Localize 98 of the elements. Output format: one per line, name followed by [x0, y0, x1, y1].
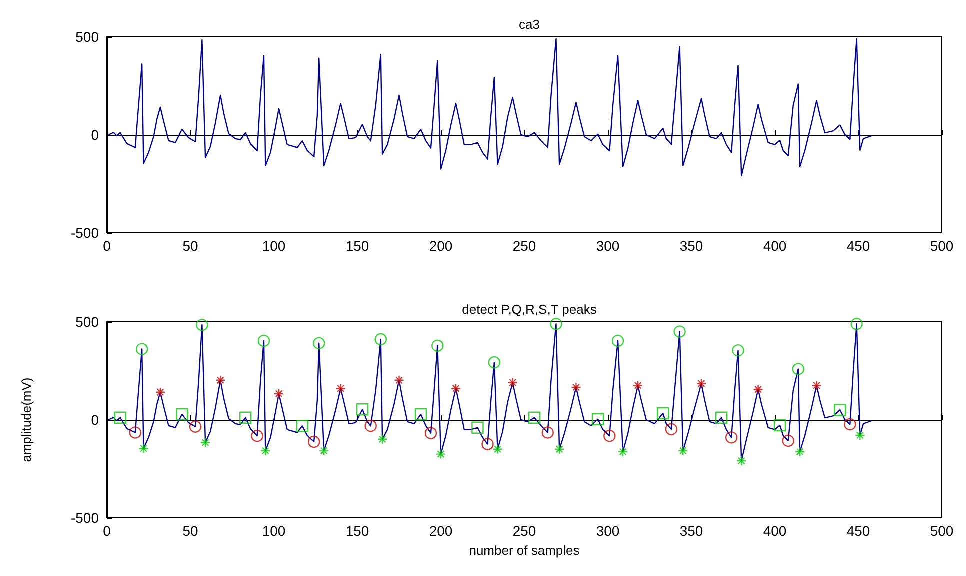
point [176, 408, 188, 421]
point [377, 434, 388, 445]
point [508, 378, 518, 388]
point [732, 344, 744, 357]
point [782, 434, 794, 448]
x-tick-label: 250 [512, 523, 536, 539]
y-tick-label: 0 [91, 127, 100, 143]
point [240, 412, 252, 424]
x-tick-label: 0 [103, 238, 112, 254]
point [696, 378, 707, 389]
x-tick-label: 300 [596, 523, 620, 539]
x-tick-label: 100 [262, 523, 286, 539]
point [736, 456, 747, 466]
point [550, 318, 562, 330]
point [844, 418, 856, 431]
y-tick-label: 0 [91, 412, 100, 428]
x-tick-label: 150 [346, 238, 370, 254]
point [189, 420, 202, 433]
point [528, 412, 541, 424]
y-tick-label: -500 [70, 225, 100, 241]
point [812, 380, 822, 391]
x-tick-label: 500 [930, 238, 954, 254]
point [725, 432, 738, 444]
point [794, 446, 806, 458]
x-tick-label: 400 [763, 238, 787, 254]
point [138, 444, 149, 454]
x-tick-label: 250 [512, 238, 536, 254]
chart-title: detect P,Q,R,S,T peaks [462, 302, 598, 317]
point [136, 343, 148, 356]
point [356, 404, 369, 416]
point [850, 318, 863, 330]
x-tick-label: 350 [680, 238, 704, 254]
point [492, 444, 503, 454]
chart-title: ca3 [519, 17, 540, 32]
point [571, 382, 582, 393]
line-series [108, 38, 872, 177]
point [432, 340, 444, 352]
x-tick-label: 200 [429, 238, 453, 254]
x-tick-label: 500 [930, 523, 954, 539]
x-tick-label: 100 [262, 238, 286, 254]
x-tick-label: 350 [680, 523, 704, 539]
point [618, 446, 628, 458]
point [450, 384, 462, 394]
point [336, 384, 346, 394]
x-tick-label: 450 [846, 238, 870, 254]
point [274, 388, 284, 400]
point [414, 408, 428, 421]
point [436, 449, 446, 460]
point [488, 356, 501, 369]
point [592, 413, 604, 426]
point [258, 334, 270, 348]
y-axis-title: amplitude(mV) [19, 378, 34, 462]
point [834, 404, 846, 416]
point [542, 426, 554, 439]
point [394, 375, 404, 386]
point [482, 438, 494, 450]
x-tick-label: 150 [346, 523, 370, 539]
point [472, 422, 484, 434]
point [715, 412, 728, 424]
point [308, 436, 320, 448]
point [251, 430, 264, 442]
point [604, 430, 616, 442]
point [612, 334, 624, 348]
x-tick-label: 50 [182, 523, 198, 539]
x-axis-title: number of samples [469, 543, 580, 558]
line-series [108, 324, 872, 462]
point [260, 446, 271, 456]
point [313, 337, 326, 350]
point [657, 407, 670, 420]
x-tick-label: 400 [763, 523, 787, 539]
point [196, 319, 208, 332]
point [296, 420, 308, 432]
point [554, 444, 565, 454]
point [792, 363, 804, 376]
point [364, 420, 377, 432]
point [753, 384, 764, 395]
point [632, 380, 644, 391]
point [678, 446, 688, 456]
point [129, 426, 142, 439]
x-tick-label: 300 [596, 238, 620, 254]
point [200, 438, 211, 448]
y-tick-label: 500 [76, 314, 100, 330]
point [319, 446, 330, 456]
x-tick-label: 450 [846, 523, 870, 539]
point [674, 326, 686, 338]
point [855, 430, 866, 441]
x-tick-label: 200 [429, 523, 453, 539]
x-tick-label: 50 [182, 238, 198, 254]
point [774, 419, 786, 432]
point [155, 387, 166, 398]
point [665, 423, 678, 436]
point [114, 412, 126, 424]
point [374, 333, 387, 346]
point [215, 375, 226, 386]
x-tick-label: 0 [103, 523, 112, 539]
y-tick-label: 500 [76, 29, 100, 45]
point [424, 427, 438, 440]
y-tick-label: -500 [70, 510, 100, 526]
